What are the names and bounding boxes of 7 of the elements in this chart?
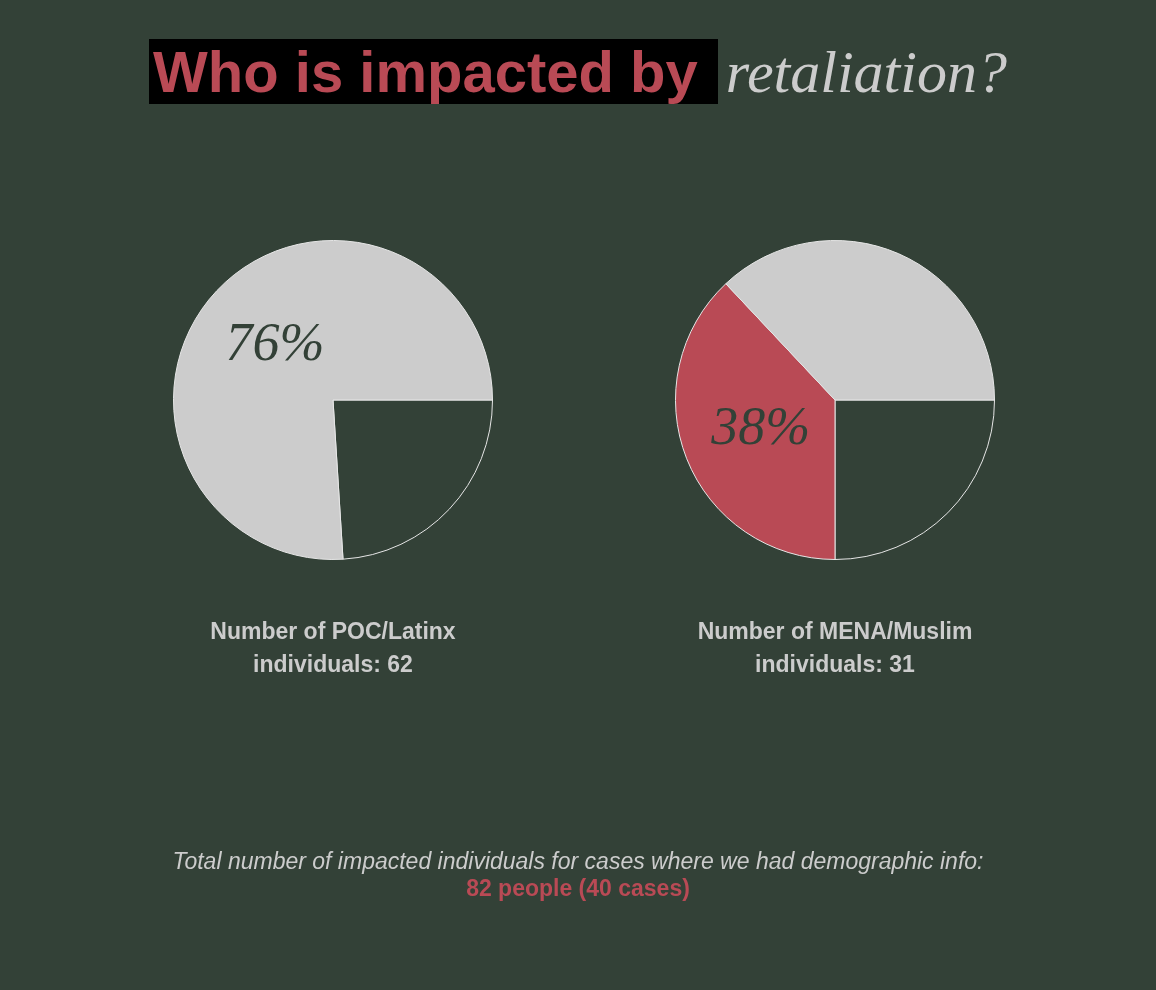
text: Number of POC/Latinx individuals: 62 (209, 617, 457, 679)
text: 82 people (40 cases) (465, 875, 691, 902)
data-label: 76% (225, 311, 325, 372)
text: Number of MENA/Muslim individuals: 31 (696, 617, 974, 679)
text: Total number of impacted individuals for cases where we had demographic info: (171, 848, 985, 875)
data-label: 38% (710, 395, 811, 456)
text: Who is impacted by retaliation? (152, 39, 1007, 105)
